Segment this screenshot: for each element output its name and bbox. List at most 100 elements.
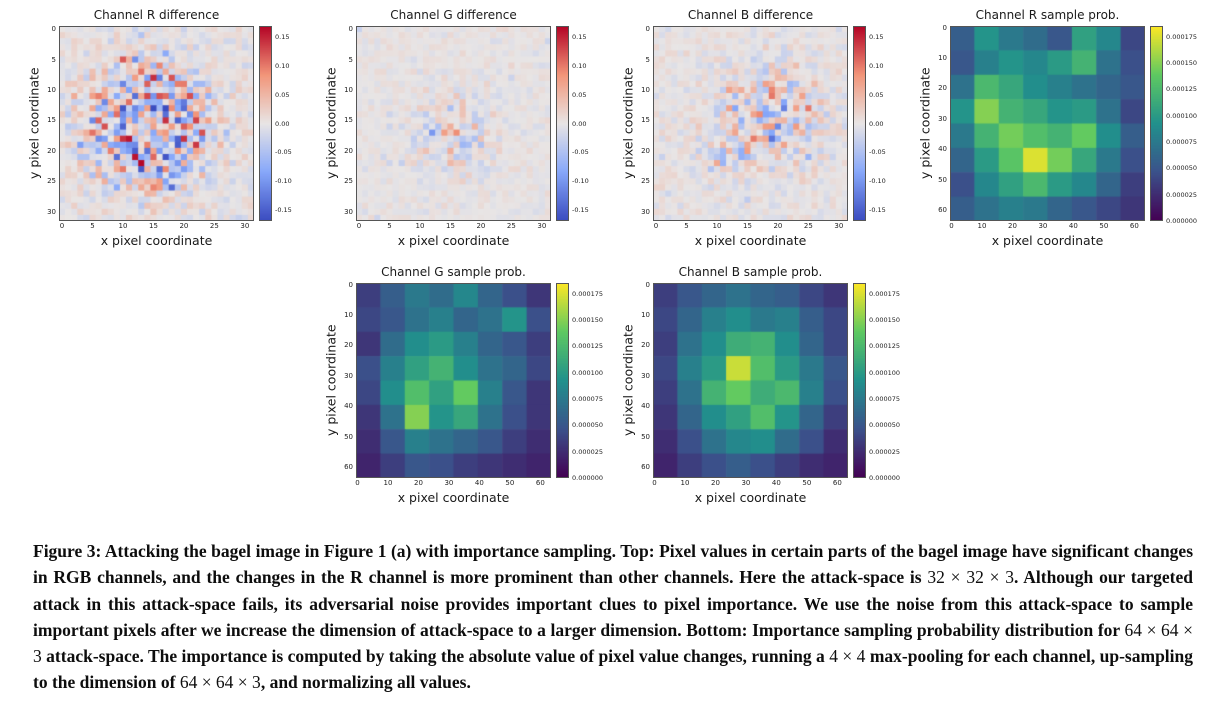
caption-math-segment: 64 × 64 × 3 bbox=[33, 619, 1193, 666]
y-tick-label: 30 bbox=[344, 371, 353, 380]
subplot-channel-b-sample-prob: Channel B sample prob. y pixel coordinat… bbox=[621, 265, 902, 508]
y-tick-labels: 0 5 10 15 20 25 30 bbox=[635, 25, 653, 221]
x-tick-label: 25 bbox=[803, 222, 813, 230]
colorbar-tick-label: -0.15 bbox=[275, 205, 292, 214]
y-tick-label: 20 bbox=[344, 146, 353, 155]
y-tick-labels: 0 10 20 30 40 50 60 bbox=[338, 281, 356, 478]
colorbar-tick-label: 0.000000 bbox=[1166, 217, 1198, 225]
x-tick-label: 25 bbox=[506, 222, 516, 230]
colorbar-tick-label: 0.000000 bbox=[869, 474, 901, 482]
colorbar-tick-label: 0.10 bbox=[275, 62, 290, 71]
y-tick-label: 10 bbox=[938, 53, 947, 62]
caption-math-segment: 64 × 64 × 3 bbox=[179, 672, 261, 693]
x-axis-label: x pixel coordinate bbox=[991, 233, 1104, 248]
colorbar-tick-label: 0.000075 bbox=[869, 394, 901, 403]
colorbar bbox=[259, 26, 272, 221]
x-tick-label: 0 bbox=[653, 222, 659, 230]
colorbar-tick-labels: 0.15 0.10 0.05 0.00 -0.05 -0.10 -0.15 bbox=[272, 26, 308, 221]
colorbar-tick-label: 0.000175 bbox=[572, 289, 604, 298]
x-tick-label: 30 bbox=[240, 222, 250, 230]
heatmap-canvas bbox=[356, 283, 551, 478]
y-tick-label: 25 bbox=[47, 177, 56, 186]
y-tick-label: 0 bbox=[348, 25, 353, 34]
y-axis-label: y pixel coordinate bbox=[917, 67, 933, 180]
x-tick-label: 50 bbox=[802, 479, 812, 487]
colorbar-tick-label: -0.05 bbox=[869, 148, 886, 157]
x-axis-label: x pixel coordinate bbox=[694, 233, 807, 248]
x-tick-label: 15 bbox=[148, 222, 158, 230]
x-tick-label: 0 bbox=[355, 479, 360, 487]
plot-title: Channel R difference bbox=[93, 8, 220, 22]
colorbar-tick-labels: 0.000175 0.000150 0.000125 0.000100 0.000075… bbox=[1163, 26, 1199, 225]
x-axis-label: x pixel coordinate bbox=[397, 233, 510, 248]
colorbar-tick-label: 0.00 bbox=[572, 119, 587, 128]
y-tick-label: 10 bbox=[47, 85, 56, 94]
colorbar-tick-label: 0.00 bbox=[869, 119, 884, 128]
y-tick-label: 30 bbox=[47, 207, 56, 216]
colorbar-tick-label: -0.05 bbox=[275, 148, 292, 157]
y-tick-label: 60 bbox=[344, 463, 353, 472]
colorbar bbox=[853, 26, 866, 221]
x-tick-labels: 0 5 10 15 20 25 30 bbox=[653, 221, 848, 233]
colorbar-tick-label: 0.000000 bbox=[572, 474, 604, 482]
y-tick-label: 30 bbox=[938, 114, 947, 123]
x-tick-label: 20 bbox=[413, 479, 423, 487]
y-tick-label: 50 bbox=[938, 175, 947, 184]
y-tick-label: 15 bbox=[47, 116, 56, 125]
colorbar bbox=[853, 283, 866, 478]
y-tick-label: 10 bbox=[344, 85, 353, 94]
subplot-channel-g-sample-prob: Channel G sample prob. y pixel coordinat… bbox=[324, 265, 605, 508]
x-tick-label: 40 bbox=[1068, 222, 1078, 230]
x-tick-label: 30 bbox=[1038, 222, 1048, 230]
y-tick-labels: 0 10 20 30 40 50 60 bbox=[635, 281, 653, 478]
x-tick-label: 15 bbox=[742, 222, 752, 230]
colorbar-tick-label: 0.000150 bbox=[1166, 58, 1198, 67]
x-tick-label: 30 bbox=[834, 222, 844, 230]
x-tick-label: 10 bbox=[680, 479, 690, 487]
colorbar-tick-label: -0.05 bbox=[572, 148, 589, 157]
colorbar-tick-label: 0.000050 bbox=[1166, 164, 1198, 173]
colorbar-tick-label: 0.000125 bbox=[869, 342, 901, 351]
colorbar-tick-label: 0.15 bbox=[275, 33, 290, 42]
x-tick-labels: 0 10 20 30 40 50 60 bbox=[355, 478, 551, 490]
y-tick-label: 25 bbox=[641, 177, 650, 186]
figure-panel-grid: Channel R difference y pixel coordinate … bbox=[27, 8, 1199, 508]
colorbar-tick-label: 0.00 bbox=[275, 119, 290, 128]
plot-title: Channel G sample prob. bbox=[381, 265, 526, 279]
y-tick-label: 30 bbox=[641, 371, 650, 380]
y-tick-label: 5 bbox=[645, 55, 650, 64]
plot-title: Channel G difference bbox=[390, 8, 517, 22]
x-axis-label: x pixel coordinate bbox=[100, 233, 213, 248]
y-axis-label: y pixel coordinate bbox=[620, 324, 636, 437]
colorbar bbox=[1150, 26, 1163, 221]
colorbar-tick-labels: 0.15 0.10 0.05 0.00 -0.05 -0.10 -0.15 bbox=[866, 26, 902, 221]
y-tick-label: 0 bbox=[51, 25, 56, 34]
x-tick-label: 60 bbox=[832, 479, 842, 487]
colorbar-tick-label: 0.000125 bbox=[1166, 85, 1198, 94]
x-tick-label: 20 bbox=[1007, 222, 1017, 230]
caption-text-segment: attack-space. The importance is computed… bbox=[41, 646, 830, 666]
colorbar-tick-labels: 0.15 0.10 0.05 0.00 -0.05 -0.10 -0.15 bbox=[569, 26, 605, 221]
caption-text-segment: , and normalizing all values. bbox=[260, 672, 471, 693]
y-tick-label: 25 bbox=[344, 177, 353, 186]
caption-math-segment: 32 × 32 × 3 bbox=[927, 567, 1015, 588]
x-tick-labels: 0 5 10 15 20 25 30 bbox=[59, 221, 254, 233]
x-tick-labels: 0 10 20 30 40 50 60 bbox=[652, 478, 848, 490]
y-tick-label: 60 bbox=[641, 463, 650, 472]
heatmap-canvas bbox=[653, 26, 848, 221]
y-tick-labels: 0 5 10 15 20 25 30 bbox=[41, 25, 59, 221]
subplot-channel-r-difference: Channel R difference y pixel coordinate … bbox=[27, 8, 308, 251]
x-tick-labels: 0 10 20 30 40 50 60 bbox=[949, 221, 1145, 233]
x-tick-label: 10 bbox=[383, 479, 393, 487]
x-tick-label: 30 bbox=[741, 479, 751, 487]
x-tick-label: 20 bbox=[179, 222, 189, 230]
colorbar-tick-label: -0.15 bbox=[572, 205, 589, 214]
y-tick-label: 40 bbox=[344, 402, 353, 411]
x-tick-label: 60 bbox=[535, 479, 545, 487]
y-tick-label: 20 bbox=[938, 84, 947, 93]
colorbar-tick-label: 0.000075 bbox=[572, 394, 604, 403]
plot-title: Channel R sample prob. bbox=[975, 8, 1120, 22]
x-axis-label: x pixel coordinate bbox=[694, 490, 807, 505]
y-tick-label: 20 bbox=[641, 146, 650, 155]
x-tick-label: 40 bbox=[771, 479, 781, 487]
